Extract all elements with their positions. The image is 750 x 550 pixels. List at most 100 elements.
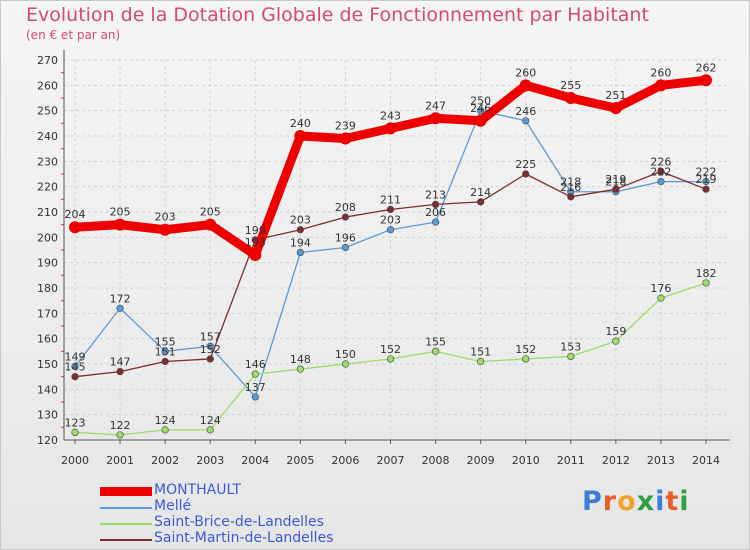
data-label: 146 <box>245 358 266 371</box>
data-point <box>339 132 352 145</box>
y-tick-label: 260 <box>37 79 58 92</box>
data-point <box>429 112 442 125</box>
data-point <box>702 178 710 186</box>
data-point <box>702 185 710 193</box>
y-tick-label: 270 <box>37 54 58 67</box>
data-label: 196 <box>335 231 356 244</box>
data-label: 247 <box>425 99 446 112</box>
data-point <box>477 357 485 366</box>
data-point <box>161 426 169 434</box>
y-tick-label: 160 <box>37 333 58 346</box>
data-point <box>161 357 169 366</box>
data-point <box>657 178 665 186</box>
data-label: 152 <box>200 343 221 356</box>
legend-item: Saint-Brice-de-Landelles <box>100 514 520 532</box>
data-point <box>386 205 395 214</box>
data-point <box>249 249 262 262</box>
legend-item: Mellé <box>100 498 520 516</box>
data-point <box>612 337 620 345</box>
data-point <box>69 221 81 234</box>
y-tick-label: 210 <box>37 206 58 219</box>
data-point <box>296 248 304 257</box>
data-label: 225 <box>515 158 536 171</box>
data-point <box>251 370 259 378</box>
y-tick-label: 140 <box>37 383 58 396</box>
data-label: 155 <box>155 335 176 348</box>
legend-swatch <box>100 487 152 496</box>
data-point <box>657 167 665 176</box>
data-label: 250 <box>470 95 491 108</box>
legend-label: Saint-Martin-de-Landelles <box>154 530 334 546</box>
data-label: 147 <box>110 356 131 369</box>
data-label: 124 <box>200 414 221 427</box>
data-point <box>114 218 127 231</box>
data-label: 260 <box>515 66 536 79</box>
data-label: 246 <box>470 102 491 115</box>
data-label: 153 <box>560 340 581 353</box>
data-label: 246 <box>515 105 536 118</box>
data-point <box>116 304 124 312</box>
proxiti-logo: Proxiti <box>582 486 690 517</box>
data-label: 205 <box>200 206 221 219</box>
data-label: 122 <box>110 419 131 432</box>
x-tick-label: 2011 <box>557 454 585 467</box>
y-tick-label: 240 <box>37 130 58 143</box>
data-point <box>431 347 440 355</box>
data-label: 211 <box>380 193 401 206</box>
data-point <box>474 114 487 127</box>
x-tick-label: 2012 <box>602 454 630 467</box>
x-tick-label: 2006 <box>331 454 359 467</box>
data-label: 203 <box>290 214 311 227</box>
data-point <box>116 368 124 376</box>
data-label: 148 <box>290 353 311 366</box>
data-label: 152 <box>515 343 536 356</box>
data-label: 214 <box>470 186 491 199</box>
data-point <box>251 393 259 401</box>
data-label: 145 <box>65 361 86 374</box>
data-label: 137 <box>245 381 266 394</box>
data-label: 255 <box>560 79 581 92</box>
data-label: 239 <box>335 120 356 133</box>
data-point <box>341 243 350 252</box>
data-point <box>431 200 440 208</box>
data-point <box>522 117 530 125</box>
x-tick-label: 2008 <box>422 454 450 467</box>
y-tick-label: 250 <box>37 105 58 118</box>
data-point <box>564 92 577 104</box>
data-label: 204 <box>65 208 86 221</box>
data-point <box>206 426 214 434</box>
y-tick-label: 130 <box>37 409 58 422</box>
data-label: 155 <box>425 335 446 348</box>
data-point <box>431 218 440 226</box>
x-tick-label: 2014 <box>692 454 720 467</box>
chart-subtitle: (en € et par an) <box>26 28 121 42</box>
y-tick-label: 200 <box>37 231 58 244</box>
data-label: 218 <box>560 176 581 189</box>
data-point <box>71 362 79 371</box>
data-point <box>341 213 350 221</box>
data-label: 149 <box>65 351 86 364</box>
data-label: 124 <box>155 414 176 427</box>
data-point <box>702 279 710 287</box>
y-tick-label: 220 <box>37 181 58 194</box>
data-point <box>296 365 304 373</box>
data-label: 243 <box>380 109 401 122</box>
y-tick-label: 150 <box>37 358 58 371</box>
x-tick-label: 2005 <box>286 454 314 467</box>
data-point <box>116 431 124 439</box>
y-tick-label: 180 <box>37 282 58 295</box>
x-tick-label: 2000 <box>61 454 89 467</box>
data-label: 222 <box>696 166 717 179</box>
x-tick-label: 2007 <box>377 454 405 467</box>
legend-item: MONTHAULT <box>100 482 520 500</box>
data-label: 262 <box>696 61 717 74</box>
legend-label: Saint-Brice-de-Landelles <box>154 514 324 530</box>
data-point <box>567 193 575 201</box>
x-tick-label: 2002 <box>151 454 179 467</box>
data-label: 222 <box>650 166 671 179</box>
data-label: 152 <box>380 343 401 356</box>
x-tick-label: 2013 <box>647 454 675 467</box>
data-point <box>386 226 395 234</box>
data-label: 226 <box>650 155 671 168</box>
